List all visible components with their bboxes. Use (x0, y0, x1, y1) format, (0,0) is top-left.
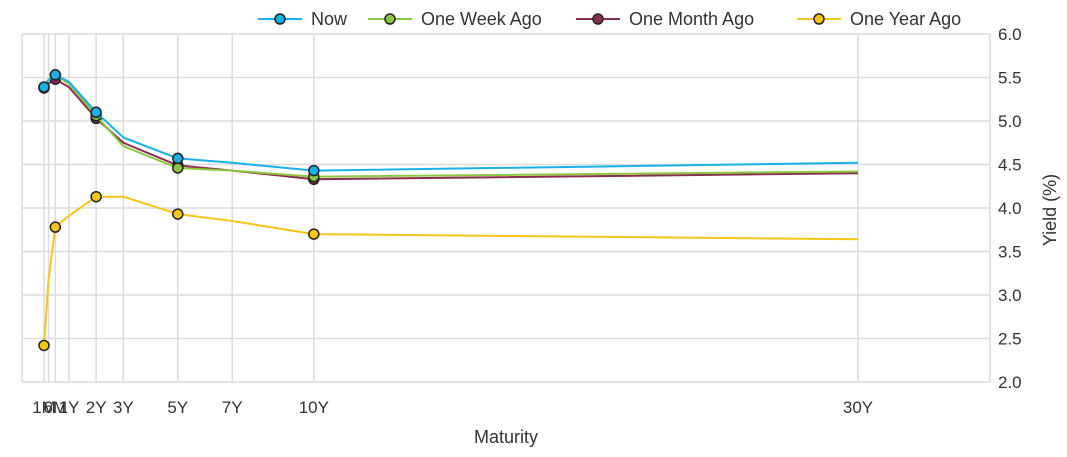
legend[interactable]: Now One Week Ago One Month Ago One Year Ago (258, 9, 961, 29)
grid-layer (21, 33, 991, 383)
data-point-marker[interactable] (172, 152, 184, 165)
series-one-year-ago (38, 190, 859, 352)
y-tick-label: 3.5 (998, 243, 1022, 262)
legend-item-now[interactable]: Now (258, 9, 348, 29)
x-tick-label: 3Y (113, 398, 134, 417)
data-point-marker[interactable] (90, 106, 102, 119)
y-tick-label: 3.0 (998, 286, 1022, 305)
data-point-marker[interactable] (308, 228, 320, 240)
x-tick-label: 10Y (299, 398, 329, 417)
y-tick-label: 2.0 (998, 373, 1022, 392)
legend-item-one-week-ago[interactable]: One Week Ago (368, 9, 542, 29)
data-point-marker[interactable] (49, 69, 62, 81)
x-tick-label: 30Y (843, 398, 873, 417)
legend-label: One Month Ago (629, 9, 754, 29)
legend-marker (592, 13, 604, 25)
data-point-marker[interactable] (49, 221, 62, 233)
x-tick-label: 1Y (59, 398, 80, 417)
legend-label: One Year Ago (850, 9, 961, 29)
y-tick-label: 2.5 (998, 330, 1022, 349)
series-line (43, 195, 859, 346)
data-point-marker[interactable] (172, 208, 184, 220)
y-tick-label: 5.5 (998, 69, 1022, 88)
legend-item-one-month-ago[interactable]: One Month Ago (576, 9, 754, 29)
y-tick-label: 5.0 (998, 112, 1022, 131)
x-axis-title: Maturity (474, 427, 538, 447)
legend-marker (813, 13, 825, 25)
x-tick-label: 6M (44, 398, 68, 417)
data-point-marker[interactable] (90, 190, 102, 203)
data-point-marker[interactable] (308, 164, 320, 177)
data-point-marker[interactable] (38, 81, 50, 93)
y-tick-label: 4.5 (998, 156, 1022, 175)
data-point-marker[interactable] (172, 162, 184, 174)
legend-label: One Week Ago (421, 9, 542, 29)
legend-item-one-year-ago[interactable]: One Year Ago (797, 9, 961, 29)
series-now (38, 69, 859, 177)
y-tick-label: 6.0 (998, 25, 1022, 44)
x-tick-label: 2Y (86, 398, 107, 417)
series-layer (38, 69, 859, 352)
data-point-marker[interactable] (38, 339, 50, 352)
y-axis-title: Yield (%) (1040, 174, 1060, 246)
series-line (43, 73, 859, 172)
x-tick-label: 1M (32, 398, 56, 417)
legend-label: Now (311, 9, 348, 29)
x-tick-label: 7Y (222, 398, 243, 417)
x-tick-label: 5Y (167, 398, 188, 417)
y-tick-label: 4.0 (998, 199, 1022, 218)
legend-marker (274, 13, 286, 25)
legend-marker (384, 13, 396, 25)
